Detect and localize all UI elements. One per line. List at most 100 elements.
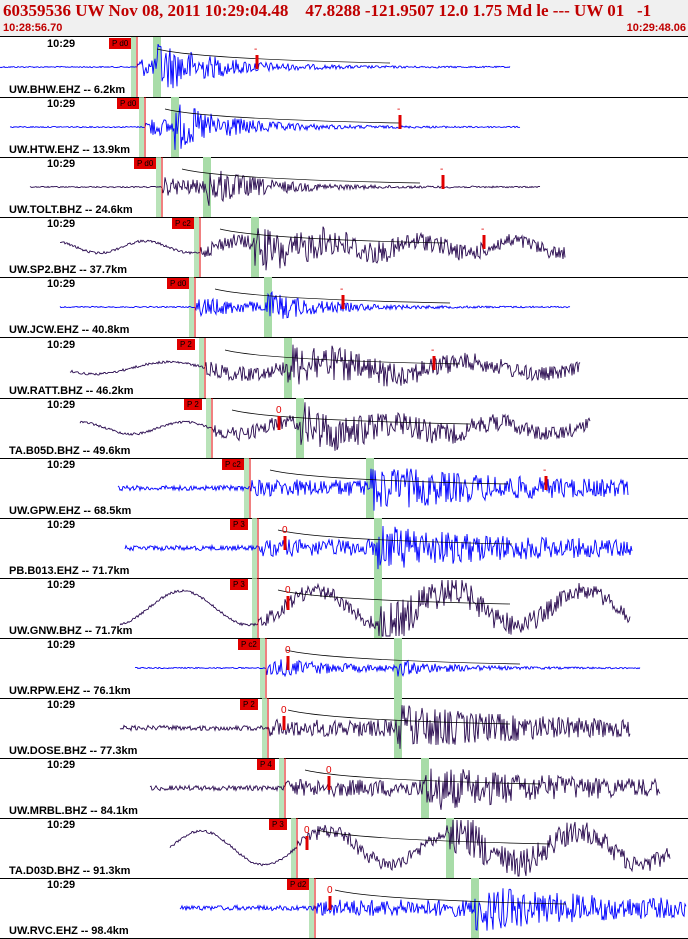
- coda-duration-curve: [277, 589, 511, 605]
- waveform-trace: [9, 104, 521, 151]
- p-pick-label[interactable]: P c2: [238, 639, 260, 650]
- coda-duration-curve: [285, 649, 521, 665]
- s-pick-label: 0: [304, 825, 310, 837]
- p-pick-label[interactable]: P d0: [109, 38, 132, 49]
- waveform-plot: [179, 878, 687, 939]
- p-pick-label[interactable]: P 4: [257, 759, 275, 771]
- coda-duration-curve: [224, 349, 461, 364]
- trace-time-label: 10:29: [47, 158, 76, 171]
- trace-panel[interactable]: 10:29 P 3 0 TA.D03D.BHZ -- 91.3km: [0, 818, 688, 880]
- trace-time-label: 10:29: [47, 398, 76, 411]
- s-pick-label: 0: [282, 524, 288, 536]
- p-pick-label[interactable]: P c2: [172, 218, 194, 230]
- coda-duration-curve: [156, 48, 391, 64]
- waveform-trace: [179, 888, 687, 932]
- trace-panel[interactable]: 10:29 P d0 - UW.TOLT.BHZ -- 24.6km: [0, 157, 688, 219]
- trace-time-label: 10:29: [47, 819, 76, 832]
- s-pick-marker: [286, 656, 290, 670]
- trace-panel[interactable]: 10:29 P c2 0 UW.RPW.EHZ -- 76.1km: [0, 638, 688, 699]
- trace-panel[interactable]: 10:29 P 2 - UW.RATT.BHZ -- 46.2km: [0, 337, 688, 399]
- trace-panel[interactable]: 10:29 P d0 - UW.JCW.EHZ -- 40.8km: [0, 277, 688, 339]
- waveform-trace: [149, 768, 661, 811]
- waveform-trace: [119, 579, 631, 637]
- s-pick-marker: [282, 716, 286, 731]
- s-pick-label: 0: [281, 705, 287, 717]
- trace-panel[interactable]: 10:29 P d0 - UW.HTW.EHZ -- 13.9km: [0, 97, 688, 159]
- trace-time-label: 10:29: [47, 639, 76, 651]
- p-pick-label[interactable]: P 2: [240, 699, 258, 711]
- trace-panel[interactable]: 10:29 P 3 0 UW.GNW.BHZ -- 71.7km: [0, 577, 688, 639]
- waveform-trace: [124, 525, 633, 569]
- waveform-plot: [119, 698, 631, 759]
- waveform-plot: [79, 397, 591, 458]
- trace-panel[interactable]: 10:29 P 2 0 TA.B05D.BHZ -- 49.6km: [0, 397, 688, 459]
- event-header: 60359536 UW Nov 08, 2011 10:29:04.48 47.…: [0, 0, 688, 36]
- station-label: UW.JCW.EHZ -- 40.8km: [9, 324, 130, 337]
- pick-window-band: [252, 577, 257, 638]
- p-pick-label[interactable]: P 3: [230, 578, 248, 590]
- coda-duration-curve: [219, 228, 446, 244]
- pick-window-band: [194, 217, 199, 278]
- s-pick-label: 0: [326, 765, 332, 777]
- waveform-trace: [29, 171, 541, 207]
- arrival-window-band: [374, 517, 382, 578]
- arrival-window-band: [421, 758, 429, 819]
- arrival-window-band: [251, 217, 259, 278]
- s-pick-label: 0: [327, 885, 333, 897]
- trace-panel[interactable]: 10:29 P d0 - UW.BHW.EHZ -- 6.2km: [0, 37, 688, 98]
- p-pick-label[interactable]: P 2: [184, 398, 202, 410]
- s-pick-label: -: [543, 464, 547, 476]
- s-pick-marker: [328, 896, 332, 911]
- station-label: UW.BHW.EHZ -- 6.2km: [9, 84, 126, 96]
- s-pick-label: -: [397, 104, 401, 116]
- p-pick-label[interactable]: P 3: [269, 819, 287, 831]
- waveform-trace: [60, 226, 566, 271]
- waveform-plot: [119, 577, 631, 638]
- trace-panel[interactable]: 10:29 P 2 0 UW.DOSE.BHZ -- 77.3km: [0, 698, 688, 760]
- coda-duration-curve: [316, 829, 551, 845]
- waveform-plot: [69, 337, 581, 398]
- event-title: 60359536 UW Nov 08, 2011 10:29:04.48 47.…: [3, 1, 652, 20]
- waveform-plot: [29, 157, 541, 218]
- trace-time-label: 10:29: [47, 759, 76, 772]
- s-pick-label: -: [440, 164, 444, 176]
- station-label: UW.RATT.BHZ -- 46.2km: [9, 384, 134, 397]
- p-pick-label[interactable]: P d0: [117, 98, 140, 110]
- waveform-plot: [9, 97, 521, 158]
- trace-panel[interactable]: 10:29 P c2 - UW.SP2.BHZ -- 37.7km: [0, 217, 688, 279]
- station-label: UW.TOLT.BHZ -- 24.6km: [9, 204, 133, 217]
- trace-panel[interactable]: 10:29 P c2 - UW.GPW.EHZ -- 68.5km: [0, 457, 688, 519]
- waveform-trace: [117, 468, 629, 511]
- trace-panel[interactable]: 10:29 P d2 0 UW.RVC.EHZ -- 98.4km: [0, 878, 688, 939]
- waveform-plot: [60, 217, 566, 278]
- waveform-plot: [117, 457, 629, 518]
- s-pick-marker: [398, 115, 402, 130]
- window-end-time: 10:29:48.06: [626, 22, 686, 34]
- trace-panel[interactable]: 10:29 P 3 0 PB.B013.EHZ -- 71.7km: [0, 517, 688, 579]
- arrival-window-band: [374, 577, 382, 638]
- p-pick-label[interactable]: P d2: [287, 879, 310, 891]
- s-pick-marker: [441, 175, 445, 190]
- p-pick-label[interactable]: P d0: [134, 158, 157, 170]
- s-pick-marker: [255, 55, 259, 69]
- coda-duration-curve: [304, 769, 541, 785]
- p-pick-label[interactable]: P d0: [167, 278, 190, 290]
- waveform-trace: [79, 401, 591, 451]
- waveform-plot: [124, 517, 633, 578]
- window-start-time: 10:28:56.70: [3, 22, 63, 34]
- station-label: TA.B05D.BHZ -- 49.6km: [9, 444, 131, 457]
- p-pick-label[interactable]: P 2: [177, 338, 195, 350]
- coda-duration-curve: [181, 168, 421, 184]
- p-pick-label[interactable]: P 3: [230, 518, 248, 530]
- coda-duration-curve: [287, 709, 511, 725]
- s-pick-label: 0: [285, 645, 291, 656]
- s-pick-label: -: [254, 44, 258, 55]
- p-pick-label[interactable]: P c2: [222, 458, 244, 470]
- arrival-window-band: [153, 37, 161, 97]
- station-label: TA.D03D.BHZ -- 91.3km: [9, 865, 131, 878]
- arrival-window-band: [284, 337, 292, 398]
- station-label: UW.RVC.EHZ -- 98.4km: [9, 925, 129, 938]
- station-label: UW.GNW.BHZ -- 71.7km: [9, 624, 133, 637]
- coda-duration-curve: [164, 108, 401, 124]
- trace-panel[interactable]: 10:29 P 4 0 UW.MRBL.BHZ -- 84.1km: [0, 758, 688, 820]
